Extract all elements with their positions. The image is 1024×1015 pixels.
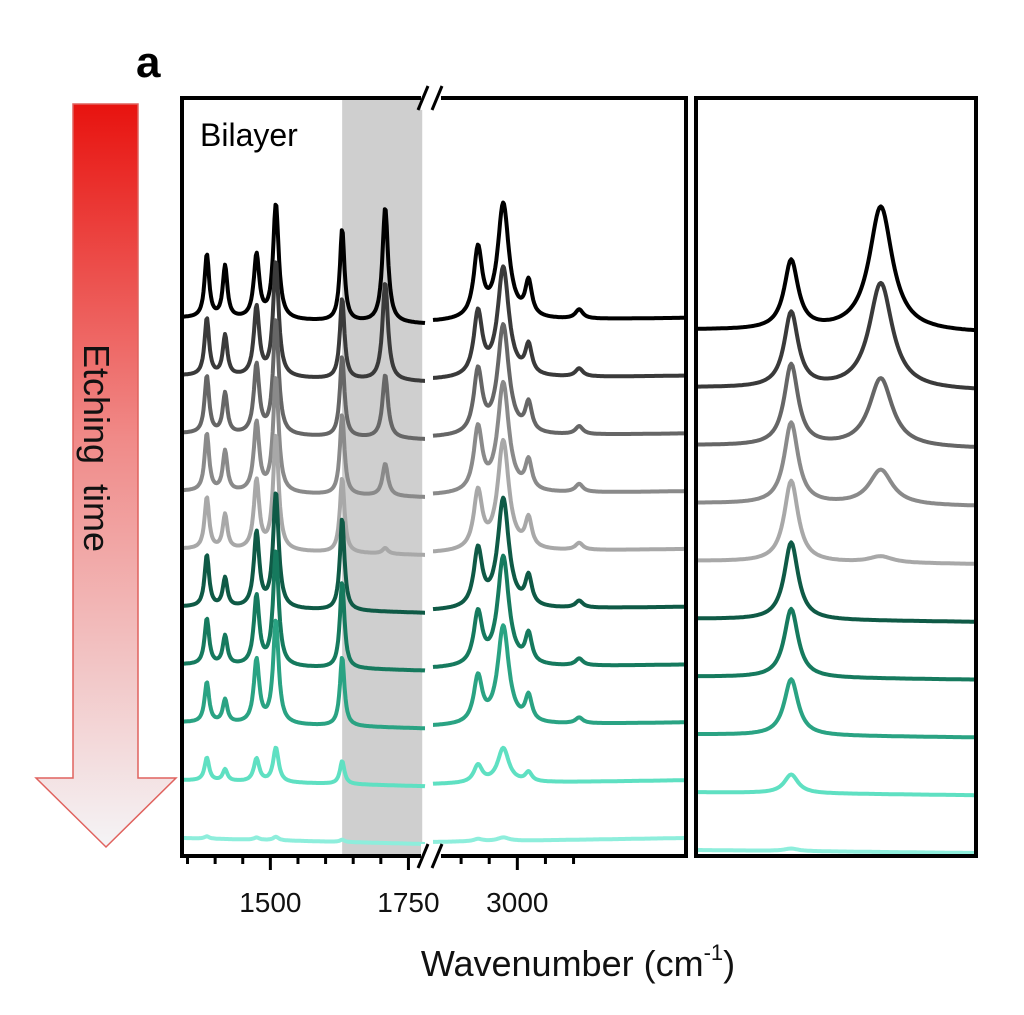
spectra-left-panel: [182, 200, 686, 846]
x-axis-label-close: ): [723, 943, 735, 984]
spectrum-line-8: [182, 618, 686, 731]
spectrum-line-6: [182, 491, 686, 615]
axis-break-bottom: [416, 843, 444, 869]
etching-time-arrow: [34, 103, 178, 849]
spectrum-line-right-9: [696, 772, 976, 798]
spectrum-line-7: [182, 549, 686, 673]
spectrum-line-right-7: [696, 606, 976, 682]
spectrum-line-right-10: [696, 846, 976, 855]
spectrum-line-right-4: [696, 420, 976, 508]
spectrum-line-3: [182, 318, 686, 441]
sample-label: Bilayer: [200, 117, 298, 153]
x-tick-label: 1500: [239, 887, 301, 918]
left-panel-frame: [180, 96, 688, 858]
spectrum-line-right-2: [696, 280, 976, 391]
axis-break-top: [416, 85, 444, 111]
spectrum-line-1: [182, 200, 686, 325]
spectra-right-panel: [696, 204, 976, 855]
spectrum-line-5: [182, 433, 686, 557]
spectrum-line-right-6: [696, 540, 976, 624]
x-tick-label: 1750: [377, 887, 439, 918]
right-panel-frame: [694, 96, 978, 858]
spectrum-line-4: [182, 376, 686, 499]
spectrum-line-2: [182, 260, 686, 383]
x-ticks: 1500 1750 3000: [186, 856, 576, 918]
spectrum-line-right-3: [696, 361, 976, 449]
spectrum-line-right-1: [696, 204, 976, 333]
spectrum-line-right-5: [696, 478, 976, 566]
x-axis-label: Wavenumber (cm-1): [421, 940, 735, 984]
panel-letter: a: [136, 38, 161, 87]
x-tick-label: 3000: [486, 887, 548, 918]
x-axis-label-exponent: -1: [704, 940, 724, 965]
etching-time-label: Etching time: [76, 343, 117, 553]
spectrum-line-right-8: [696, 677, 976, 740]
spectrum-line-9: [182, 745, 686, 789]
spectrum-line-10: [182, 834, 686, 846]
